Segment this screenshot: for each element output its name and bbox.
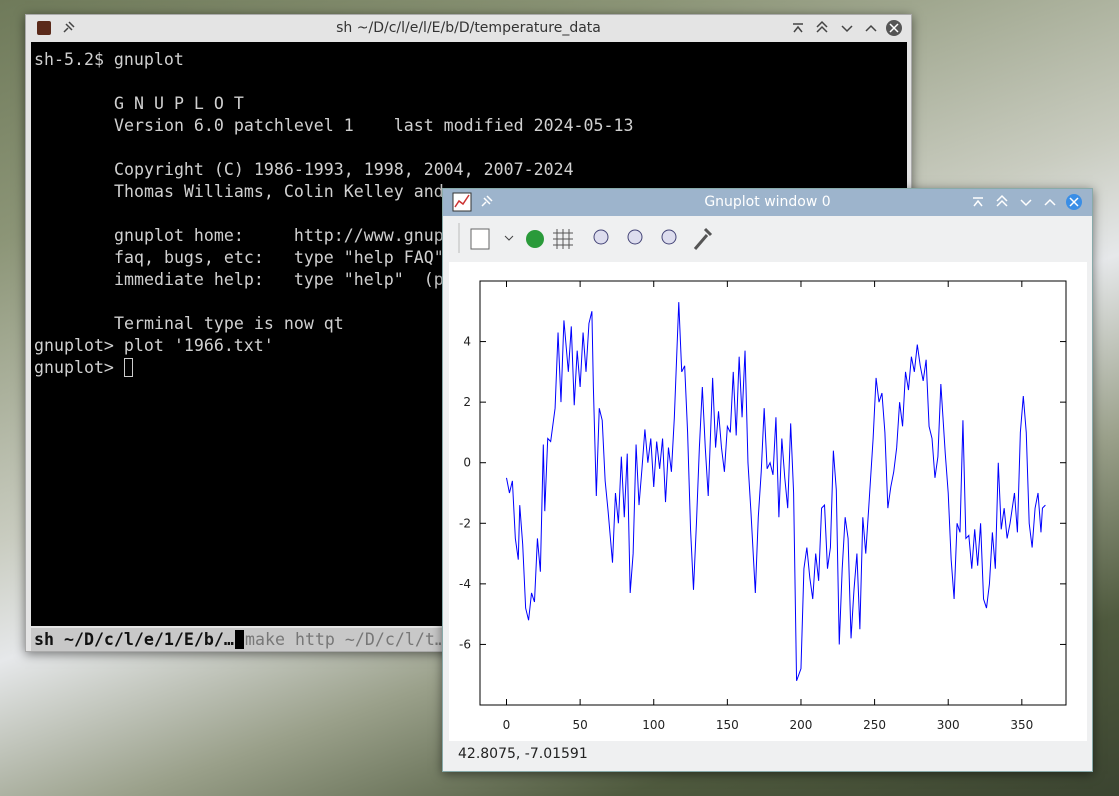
x-tick-label: 300: [937, 718, 960, 732]
plot-border: [479, 280, 1067, 706]
x-tick-label: 50: [572, 718, 587, 732]
zoom-in-button[interactable]: [627, 229, 643, 245]
x-tick-label: 200: [790, 718, 813, 732]
y-tick-label: 0: [463, 456, 471, 470]
tab-separator: [235, 630, 244, 649]
replot-button[interactable]: [526, 230, 544, 248]
app-icon-curve: [454, 194, 470, 208]
minimize-button[interactable]: [1020, 199, 1032, 207]
settings-button[interactable]: [693, 227, 713, 250]
toolbar: [458, 223, 713, 253]
data-line: [506, 302, 1046, 681]
zoom-out-button[interactable]: [593, 229, 609, 245]
close-icon: [889, 23, 899, 33]
close-icon: [1069, 197, 1079, 207]
terminal-line: Terminal type is now qt: [114, 314, 344, 333]
maximize-button[interactable]: [865, 24, 877, 32]
export-button[interactable]: [470, 228, 490, 250]
y-tick-label: -6: [459, 637, 471, 651]
maximize-button[interactable]: [1044, 198, 1056, 206]
y-tick-label: 2: [463, 395, 471, 409]
x-tick-label: 250: [863, 718, 886, 732]
window-title: sh ~/D/c/l/e/l/E/b/D/temperature_data: [336, 20, 601, 36]
title-bar: sh ~/D/c/l/e/l/E/b/D/temperature_data: [26, 15, 911, 42]
x-tick-label: 100: [642, 718, 665, 732]
x-tick-label: 0: [503, 718, 511, 732]
terminal-line: Thomas Williams, Colin Kelley and: [114, 182, 444, 201]
title-bar: Gnuplot window 0: [443, 189, 1092, 216]
shade-button[interactable]: [996, 194, 1008, 207]
window-title: Gnuplot window 0: [704, 194, 831, 210]
title-icons: [452, 192, 1082, 212]
cursor: [124, 358, 133, 377]
x-tick-label: 150: [716, 718, 739, 732]
tab[interactable]: make http ~/D/c/l/t…: [245, 630, 445, 649]
zoom-reset-button[interactable]: [661, 229, 677, 245]
pin-button[interactable]: [481, 195, 493, 207]
y-tick-label: 4: [463, 335, 471, 349]
keep-above-button[interactable]: [793, 23, 803, 33]
chart: 0 50 100 150 200 250 300 350 -6 -4 -2 0 2 4: [449, 262, 1087, 741]
terminal-line: sh-5.2$ gnuplot: [34, 50, 184, 69]
status-bar: 42.8075, -7.01591: [458, 746, 588, 762]
terminal-line: Copyright (C) 1986-1993, 1998, 2004, 200…: [114, 160, 574, 179]
gnuplot-window: Gnuplot window 0 0 50 100 150 200 250 300 350 -6…: [442, 188, 1093, 772]
export-menu[interactable]: [504, 235, 514, 241]
terminal-line: faq, bugs, etc: type "help FAQ": [114, 248, 444, 267]
terminal-line: gnuplot>: [34, 358, 124, 377]
title-icons: [37, 20, 902, 36]
tab[interactable]: sh ~/D/c/l/e/1/E/b/…: [34, 630, 234, 649]
y-tick-label: -4: [459, 577, 471, 591]
shade-button[interactable]: [816, 20, 828, 33]
y-tick-label: -2: [459, 516, 471, 530]
terminal-line: gnuplot home: http://www.gnup: [114, 226, 444, 245]
app-icon: [37, 21, 51, 35]
terminal-line: G N U P L O T: [114, 94, 244, 113]
terminal-line: immediate help: type "help" (p: [114, 270, 444, 289]
terminal-line: Version 6.0 patchlevel 1 last modified 2…: [114, 116, 634, 135]
keep-above-button[interactable]: [973, 197, 983, 207]
grid-button[interactable]: [553, 229, 573, 249]
x-tick-label: 350: [1010, 718, 1033, 732]
terminal-line: gnuplot> plot '1966.txt': [34, 336, 274, 355]
minimize-button[interactable]: [841, 25, 853, 33]
pin-button[interactable]: [63, 21, 75, 33]
